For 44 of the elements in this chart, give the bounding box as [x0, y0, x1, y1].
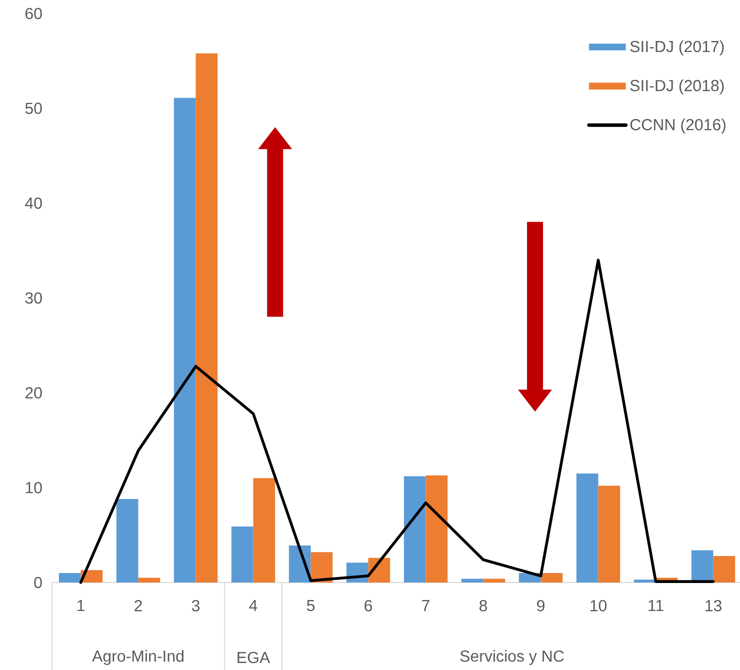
y-tick-label: 50 — [25, 102, 42, 114]
x-tick-label: 8 — [480, 600, 488, 612]
y-tick-label: 10 — [26, 482, 42, 494]
y-tick-label: 0 — [34, 576, 42, 588]
y-tick-label: 60 — [25, 8, 42, 20]
text: EGA — [238, 652, 270, 664]
bar — [426, 475, 448, 582]
bar — [310, 552, 333, 582]
bar — [461, 578, 484, 582]
text: Servicios y NC — [460, 650, 564, 665]
bar — [691, 550, 714, 582]
bar — [576, 473, 598, 582]
x-tick-label: 11 — [648, 600, 664, 612]
x-tick-label: 4 — [249, 600, 258, 612]
x-tick-label: 10 — [590, 600, 607, 612]
bar — [634, 580, 656, 582]
bar — [404, 476, 426, 582]
bar — [483, 578, 506, 582]
x-tick-label: 9 — [537, 600, 544, 612]
bar — [540, 573, 563, 582]
y-tick-label: 20 — [25, 387, 42, 398]
bar — [598, 486, 620, 582]
x-tick-label: 2 — [134, 600, 142, 612]
x-tick-label: 6 — [364, 600, 372, 612]
bar — [196, 53, 218, 582]
x-tick-label: 1 — [78, 600, 84, 612]
bar — [253, 478, 276, 582]
legend-label: SII-DJ (2017) — [630, 40, 724, 56]
x-tick-label: 3 — [192, 600, 200, 612]
line-series — [79, 258, 715, 584]
bar — [58, 573, 81, 582]
x-tick-label: 5 — [306, 600, 315, 612]
legend-label: CCNN (2016) — [630, 118, 726, 134]
bar — [231, 526, 254, 582]
legend-label: SII-DJ (2018) — [630, 80, 724, 94]
y-tick-label: 30 — [25, 292, 42, 304]
bar — [116, 499, 138, 582]
text: Agro-Min-Ind — [92, 650, 184, 665]
bar — [174, 98, 196, 582]
y-tick-label: 40 — [25, 198, 42, 209]
x-tick-label: 13 — [706, 600, 722, 612]
x-tick-label: 7 — [422, 600, 430, 612]
bar — [138, 578, 160, 582]
bar — [713, 556, 736, 582]
